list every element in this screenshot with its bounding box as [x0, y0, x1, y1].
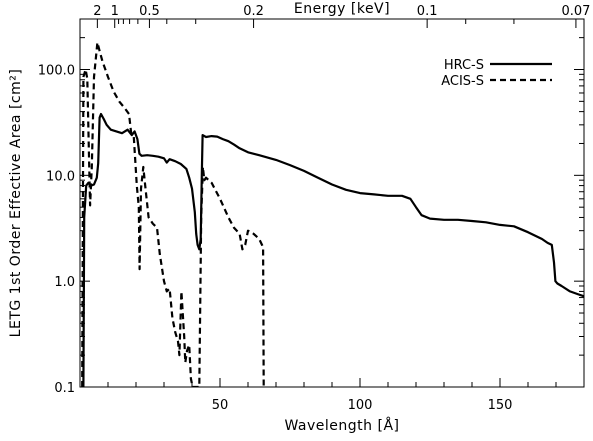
- top-tick-label: 1: [111, 4, 119, 19]
- top-tick-label: 0.5: [139, 4, 160, 19]
- x-axis-title: Wavelength [Å]: [284, 417, 399, 434]
- top-tick-label: 0.1: [417, 4, 438, 19]
- top-tick-label: 0.2: [243, 4, 264, 19]
- series-line-hrc-s: [82, 112, 584, 387]
- y-tick-label: 1.0: [54, 275, 75, 290]
- top-axis-title: Energy [keV]: [294, 1, 390, 17]
- top-tick-label: 0.07: [561, 4, 590, 19]
- y-tick-label: 10.0: [46, 169, 75, 184]
- legend-label: ACIS-S: [441, 74, 484, 89]
- legend-label: HRC-S: [444, 58, 484, 73]
- y-tick-label: 100.0: [38, 63, 75, 78]
- y-tick-label: 0.1: [54, 381, 75, 396]
- top-tick-label: 2: [93, 4, 101, 19]
- y-axis-title: LETG 1st Order Effective Area [cm²]: [8, 69, 24, 338]
- series-line-acis-s: [81, 41, 265, 387]
- x-tick-label: 150: [488, 398, 513, 413]
- x-tick-label: 100: [348, 398, 373, 413]
- x-tick-label: 50: [212, 398, 229, 413]
